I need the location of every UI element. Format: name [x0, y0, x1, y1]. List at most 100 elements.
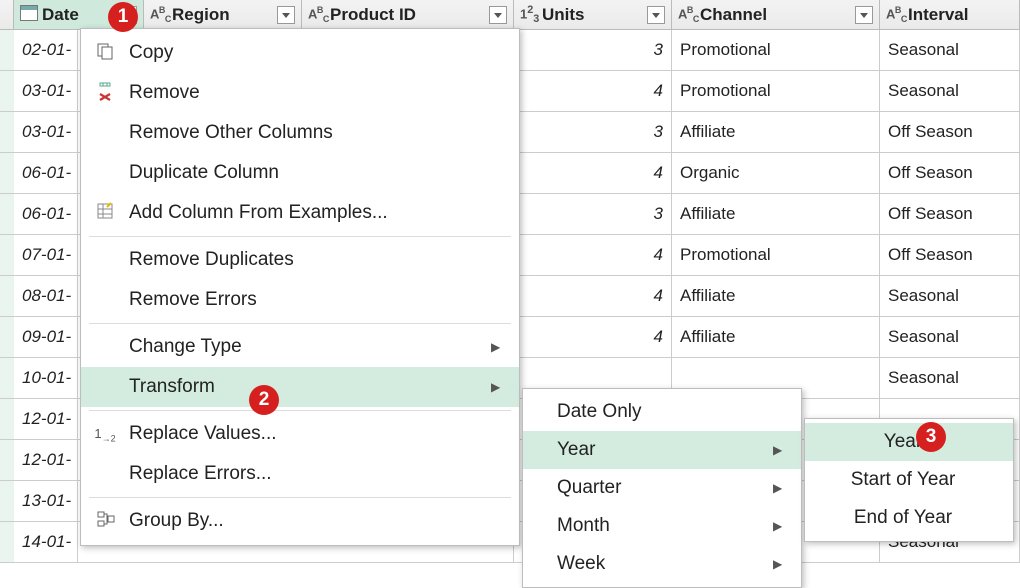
menu-item-change-type[interactable]: Change Type▶: [81, 327, 519, 367]
menu-item-label: Year: [805, 431, 1001, 453]
menu-item-group-by[interactable]: Group By...: [81, 501, 519, 541]
column-name: Date: [42, 5, 115, 25]
menu-item-week[interactable]: Week▶: [523, 545, 801, 583]
context-menu: Copy Remove Remove Other Columns Duplicate …: [80, 28, 520, 546]
menu-item-label: Replace Errors...: [129, 463, 491, 485]
cell-interval[interactable]: Seasonal: [880, 317, 1020, 358]
menu-item-remove-errors[interactable]: Remove Errors: [81, 280, 519, 320]
chevron-down-icon[interactable]: [277, 6, 295, 24]
copy-icon: [81, 41, 129, 65]
menu-item-year[interactable]: Year▶: [523, 431, 801, 469]
cell-date[interactable]: 13-01-: [14, 481, 78, 522]
menu-item-month[interactable]: Month▶: [523, 507, 801, 545]
replace-icon: 1→2: [81, 425, 129, 444]
menu-item-label: Year: [557, 439, 773, 461]
column-header-interval[interactable]: ABC Interval: [880, 0, 1020, 29]
cell-date[interactable]: 09-01-: [14, 317, 78, 358]
menu-item-date-only[interactable]: Date Only: [523, 393, 801, 431]
chevron-down-icon[interactable]: [647, 6, 665, 24]
cell-date[interactable]: 10-01-: [14, 358, 78, 399]
column-name: Product ID: [330, 5, 485, 25]
cell-date[interactable]: 03-01-: [14, 71, 78, 112]
menu-item-label: Duplicate Column: [129, 162, 491, 184]
menu-item-duplicate-column[interactable]: Duplicate Column: [81, 153, 519, 193]
cell-interval[interactable]: Off Season: [880, 112, 1020, 153]
menu-item-replace-values[interactable]: 1→2Replace Values...: [81, 414, 519, 454]
cell-interval[interactable]: Seasonal: [880, 30, 1020, 71]
text-type-icon: ABC: [678, 5, 700, 24]
cell-interval[interactable]: Off Season: [880, 153, 1020, 194]
text-type-icon: ABC: [308, 5, 330, 24]
menu-item-label: Add Column From Examples...: [129, 202, 491, 224]
column-header-product[interactable]: ABC Product ID: [302, 0, 514, 29]
menu-item-label: Group By...: [129, 510, 491, 532]
cell-interval[interactable]: Seasonal: [880, 71, 1020, 112]
callout-badge-2: 2: [249, 385, 279, 415]
cell-date[interactable]: 02-01-: [14, 30, 78, 71]
menu-item-label: Quarter: [557, 477, 773, 499]
cell-channel[interactable]: Affiliate: [672, 112, 880, 153]
cell-date[interactable]: 12-01-: [14, 399, 78, 440]
chevron-down-icon[interactable]: [855, 6, 873, 24]
number-type-icon: 123: [520, 4, 542, 25]
column-name: Units: [542, 5, 643, 25]
cell-date[interactable]: 06-01-: [14, 153, 78, 194]
cell-interval[interactable]: Off Season: [880, 194, 1020, 235]
cell-date[interactable]: 12-01-: [14, 440, 78, 481]
cell-date[interactable]: 06-01-: [14, 194, 78, 235]
menu-item-remove[interactable]: Remove: [81, 73, 519, 113]
group-icon: [81, 509, 129, 533]
menu-item-remove-other-columns[interactable]: Remove Other Columns: [81, 113, 519, 153]
menu-item-label: Remove Errors: [129, 289, 491, 311]
column-header-channel[interactable]: ABC Channel: [672, 0, 880, 29]
callout-badge-1: 1: [108, 2, 138, 32]
cell-units[interactable]: 3: [514, 30, 672, 71]
cell-channel[interactable]: Promotional: [672, 30, 880, 71]
chevron-down-icon[interactable]: [489, 6, 507, 24]
cell-units[interactable]: 4: [514, 235, 672, 276]
cell-channel[interactable]: Organic: [672, 153, 880, 194]
menu-item-label: Start of Year: [805, 469, 1001, 491]
menu-item-start-of-year[interactable]: Start of Year: [805, 461, 1013, 499]
cell-date[interactable]: 14-01-: [14, 522, 78, 563]
cell-interval[interactable]: Seasonal: [880, 358, 1020, 399]
cell-units[interactable]: 4: [514, 276, 672, 317]
column-header-row: Date ABC Region ABC Product ID 123 Units…: [0, 0, 1020, 30]
menu-item-label: Replace Values...: [129, 423, 491, 445]
cell-date[interactable]: 07-01-: [14, 235, 78, 276]
cell-channel[interactable]: Promotional: [672, 71, 880, 112]
cell-units[interactable]: 3: [514, 112, 672, 153]
column-header-units[interactable]: 123 Units: [514, 0, 672, 29]
cell-date[interactable]: 03-01-: [14, 112, 78, 153]
cell-units[interactable]: 4: [514, 153, 672, 194]
menu-item-label: Transform: [129, 376, 491, 398]
cell-channel[interactable]: Affiliate: [672, 276, 880, 317]
menu-item-year[interactable]: Year: [805, 423, 1013, 461]
menu-item-transform[interactable]: Transform▶: [81, 367, 519, 407]
menu-item-copy[interactable]: Copy: [81, 33, 519, 73]
cell-units[interactable]: 4: [514, 317, 672, 358]
row-number-gutter: [0, 30, 14, 563]
callout-badge-3: 3: [916, 422, 946, 452]
cell-interval[interactable]: Off Season: [880, 235, 1020, 276]
menu-item-label: Remove: [129, 82, 491, 104]
cell-units[interactable]: 4: [514, 71, 672, 112]
chevron-right-icon: ▶: [773, 443, 789, 457]
cell-channel[interactable]: Promotional: [672, 235, 880, 276]
menu-item-quarter[interactable]: Quarter▶: [523, 469, 801, 507]
transform-submenu: Date OnlyYear▶Quarter▶Month▶Week▶: [522, 388, 802, 588]
data-grid: Date ABC Region ABC Product ID 123 Units…: [0, 0, 1020, 30]
menu-item-label: Week: [557, 553, 773, 575]
cell-channel[interactable]: Affiliate: [672, 317, 880, 358]
menu-item-add-column-from-examples[interactable]: Add Column From Examples...: [81, 193, 519, 233]
column-header-region[interactable]: ABC Region: [144, 0, 302, 29]
menu-item-end-of-year[interactable]: End of Year: [805, 499, 1013, 537]
column-name: Interval: [908, 5, 1013, 25]
cell-units[interactable]: 3: [514, 194, 672, 235]
cell-interval[interactable]: Seasonal: [880, 276, 1020, 317]
cell-channel[interactable]: Affiliate: [672, 194, 880, 235]
menu-item-label: Date Only: [557, 401, 773, 423]
cell-date[interactable]: 08-01-: [14, 276, 78, 317]
menu-item-replace-errors[interactable]: Replace Errors...: [81, 454, 519, 494]
menu-item-remove-duplicates[interactable]: Remove Duplicates: [81, 240, 519, 280]
